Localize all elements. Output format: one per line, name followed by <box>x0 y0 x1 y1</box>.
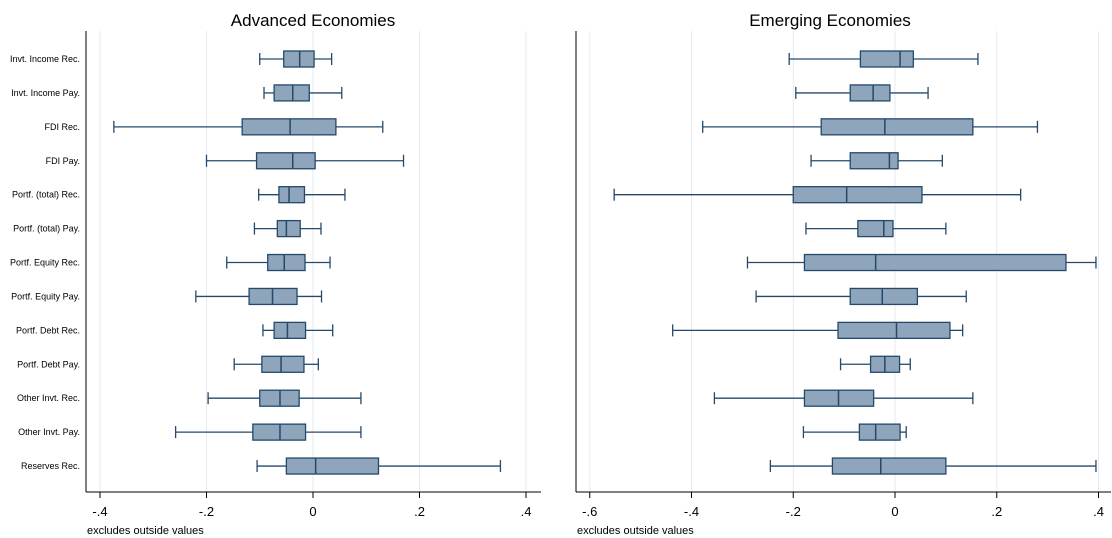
advanced-economies-panel: Advanced Economies Invt. Income Rec.Invt… <box>10 11 541 537</box>
x-axis-ticks: -.4 -.2 0 .2 .4 <box>92 492 531 519</box>
axis-note-advanced: excludes outside values <box>87 525 204 537</box>
boxplot-11 <box>802 423 907 441</box>
boxplots <box>613 50 1097 475</box>
iqr-box <box>241 118 337 136</box>
panel-title-advanced: Advanced Economies <box>231 11 395 30</box>
grid-lines <box>99 31 527 492</box>
boxplot-7 <box>195 287 323 306</box>
boxplot-4 <box>258 186 346 204</box>
x-tick-label: -.4 <box>684 504 699 519</box>
iqr-box <box>273 321 307 340</box>
boxplot-12 <box>256 457 502 475</box>
x-tick-label: -.6 <box>582 504 597 519</box>
category-label: Invt. Income Rec. <box>10 54 80 64</box>
iqr-box <box>285 457 380 475</box>
boxplot-1 <box>263 84 343 102</box>
boxplot-9 <box>233 355 319 373</box>
iqr-box <box>252 423 307 441</box>
iqr-box <box>273 84 310 102</box>
boxplot-6 <box>226 253 331 272</box>
boxplot-10 <box>207 389 362 407</box>
boxplot-0 <box>788 50 979 68</box>
boxplot-8 <box>262 321 334 340</box>
x-tick-label: 0 <box>891 504 898 519</box>
iqr-box <box>261 355 305 373</box>
category-label: FDI Pay. <box>46 156 80 166</box>
boxplot-3 <box>810 152 943 170</box>
boxplot-0 <box>259 50 333 68</box>
x-tick-label: 0 <box>309 504 316 519</box>
category-label: Portf. Equity Pay. <box>11 291 80 301</box>
boxplot-5 <box>805 219 947 238</box>
iqr-box <box>849 287 919 306</box>
panel-title-emerging: Emerging Economies <box>749 11 911 30</box>
boxplot-5 <box>253 219 322 238</box>
category-label: Invt. Income Pay. <box>11 88 80 98</box>
x-tick-label: .2 <box>414 504 425 519</box>
boxplot-3 <box>205 152 405 170</box>
boxplot-12 <box>769 457 1097 475</box>
iqr-box <box>857 219 894 238</box>
x-tick-label: .4 <box>1093 504 1104 519</box>
boxplots <box>113 50 502 475</box>
category-label: Other Invt. Pay. <box>18 427 80 437</box>
iqr-box <box>831 457 947 475</box>
x-tick-label: .4 <box>521 504 532 519</box>
x-tick-label: -.4 <box>92 504 107 519</box>
boxplot-1 <box>795 84 929 102</box>
iqr-box <box>255 152 316 170</box>
boxplot-2 <box>113 118 384 136</box>
boxplot-2 <box>702 118 1039 136</box>
x-tick-label: .2 <box>991 504 1002 519</box>
emerging-economies-panel: Emerging Economies -.6 -.4 -.2 0 .2 .4 exclud… <box>575 11 1111 537</box>
boxplot-4 <box>613 186 1022 204</box>
boxplot-11 <box>174 423 362 441</box>
iqr-box <box>858 423 901 441</box>
x-axis-ticks: -.6 -.4 -.2 0 .2 .4 <box>582 492 1104 519</box>
iqr-box <box>849 152 899 170</box>
category-label: Portf. Debt Rec. <box>16 325 80 335</box>
iqr-box <box>283 50 315 68</box>
iqr-box <box>276 219 301 238</box>
iqr-box <box>792 186 923 204</box>
category-label: Portf. Debt Pay. <box>17 359 80 369</box>
boxplot-7 <box>755 287 967 306</box>
x-tick-label: -.2 <box>786 504 801 519</box>
category-label: Portf. Equity Rec. <box>10 258 80 268</box>
boxplot-10 <box>713 389 974 407</box>
boxplot-8 <box>672 321 964 340</box>
iqr-box <box>837 321 951 340</box>
category-label: FDI Rec. <box>44 122 80 132</box>
iqr-box <box>267 253 306 272</box>
iqr-box <box>278 186 306 204</box>
iqr-box <box>849 84 891 102</box>
axis-note-emerging: excludes outside values <box>577 525 694 537</box>
category-label: Portf. (total) Rec. <box>12 190 80 200</box>
iqr-box <box>859 50 914 68</box>
category-label: Other Invt. Rec. <box>17 393 80 403</box>
boxplot-6 <box>746 253 1097 272</box>
category-labels: Invt. Income Rec. Invt. Income Pay. FDI Re… <box>10 54 80 471</box>
iqr-box <box>820 118 974 136</box>
category-label: Portf. (total) Pay. <box>13 224 80 234</box>
iqr-box <box>803 253 1067 272</box>
x-tick-label: -.2 <box>199 504 214 519</box>
category-label: Reserves Rec. <box>21 461 80 471</box>
boxplot-9 <box>839 355 911 373</box>
